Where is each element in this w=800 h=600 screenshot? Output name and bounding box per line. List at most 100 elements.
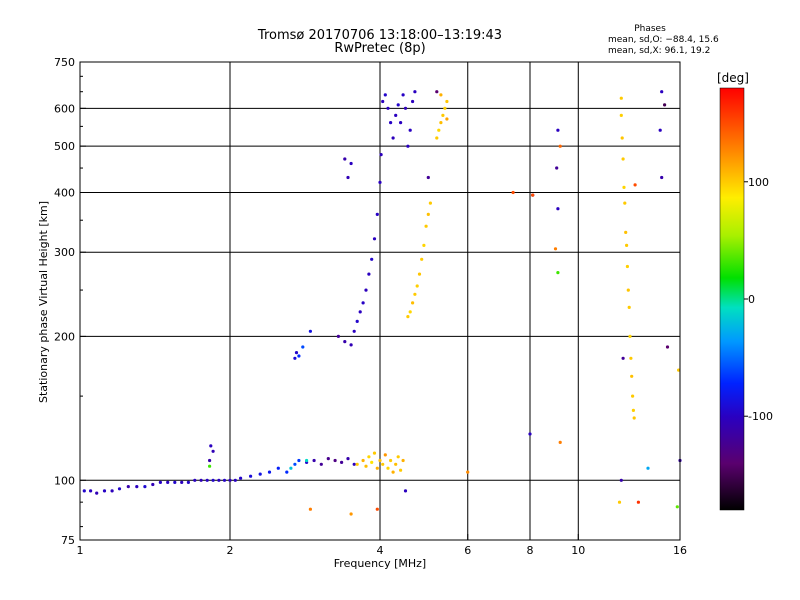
y-tick-label: 600	[54, 102, 75, 115]
colorbar-tick-label: 0	[748, 293, 755, 306]
axes	[79, 61, 681, 541]
data-point	[620, 136, 624, 140]
data-point	[428, 201, 432, 205]
data-point	[367, 455, 371, 459]
data-point	[413, 292, 417, 296]
data-point	[556, 207, 560, 211]
data-point	[378, 180, 382, 184]
data-point	[411, 99, 415, 104]
data-point	[208, 464, 212, 468]
data-point	[367, 272, 371, 276]
data-point	[239, 476, 243, 480]
data-point	[466, 470, 470, 474]
data-point	[426, 212, 430, 216]
data-point	[343, 157, 347, 161]
data-point	[406, 144, 410, 148]
data-point	[297, 458, 301, 463]
data-point	[349, 512, 353, 516]
data-point	[553, 247, 558, 251]
x-tick-label: 10	[571, 544, 585, 557]
data-point	[619, 113, 623, 117]
data-point	[399, 121, 403, 125]
data-point	[633, 183, 637, 187]
data-point	[381, 462, 385, 466]
data-point	[173, 480, 177, 484]
data-point	[117, 487, 122, 491]
data-point	[294, 351, 299, 355]
data-point	[370, 257, 374, 261]
data-point	[391, 470, 395, 474]
data-point	[528, 432, 532, 436]
data-point	[333, 458, 337, 463]
x-tick-label: 16	[673, 544, 687, 557]
data-point	[622, 185, 626, 189]
data-point	[370, 460, 374, 464]
data-point	[126, 485, 130, 489]
data-point	[389, 458, 393, 463]
y-tick-label: 750	[54, 56, 75, 69]
data-point	[355, 319, 359, 323]
data-point	[408, 128, 412, 132]
data-point	[110, 489, 114, 493]
data-point	[413, 90, 417, 94]
data-point	[358, 310, 362, 314]
data-point	[349, 343, 353, 347]
data-point	[626, 288, 630, 292]
data-point	[233, 478, 237, 482]
data-point	[143, 485, 147, 489]
data-point	[199, 478, 203, 482]
data-point	[346, 457, 350, 461]
data-point	[617, 500, 622, 504]
data-point	[628, 334, 632, 338]
data-point	[249, 474, 253, 478]
data-point	[352, 462, 356, 466]
data-point	[180, 480, 184, 484]
data-point	[441, 113, 445, 117]
data-point	[364, 464, 368, 468]
data-point	[285, 470, 289, 474]
data-point	[222, 478, 227, 482]
data-point	[625, 264, 630, 269]
data-point	[386, 106, 390, 110]
data-point	[399, 468, 403, 472]
plot-frame	[79, 61, 681, 541]
colorbar-label: [deg]	[717, 71, 749, 85]
data-point	[82, 489, 86, 493]
data-point	[394, 113, 398, 117]
data-point	[305, 458, 309, 463]
data-point	[631, 394, 635, 398]
data-point	[443, 106, 447, 110]
data-point	[293, 462, 297, 466]
data-point	[396, 103, 400, 107]
data-point	[95, 491, 99, 495]
x-tick-label: 4	[377, 544, 384, 557]
phases-x-stats: mean, sd,X: 96.1, 19.2	[608, 46, 710, 56]
data-point	[135, 485, 139, 489]
grid	[79, 61, 681, 541]
colorbar-tick-label: 100	[748, 176, 769, 189]
y-tick-label: 200	[54, 330, 75, 343]
data-point	[623, 201, 627, 205]
x-tick-label: 6	[464, 544, 471, 557]
data-point	[558, 144, 562, 148]
data-point	[426, 175, 430, 180]
data-point	[386, 466, 390, 470]
data-point	[205, 478, 209, 482]
x-tick-label: 2	[227, 544, 234, 557]
y-tick-labels: 75 100 200 300 400 500 600 750	[54, 56, 75, 547]
data-point	[355, 462, 359, 466]
data-point	[411, 301, 415, 305]
data-point	[663, 103, 667, 107]
data-point	[406, 315, 410, 319]
data-point	[631, 408, 636, 412]
data-point	[629, 356, 633, 360]
data-point	[228, 478, 232, 482]
data-point	[326, 457, 330, 461]
data-point	[383, 453, 387, 457]
data-point	[297, 354, 301, 358]
data-point	[375, 507, 379, 511]
data-point	[276, 466, 280, 470]
data-point	[379, 153, 383, 157]
chart-subtitle: RwPretec (8p)	[334, 41, 425, 56]
data-point	[439, 121, 443, 125]
